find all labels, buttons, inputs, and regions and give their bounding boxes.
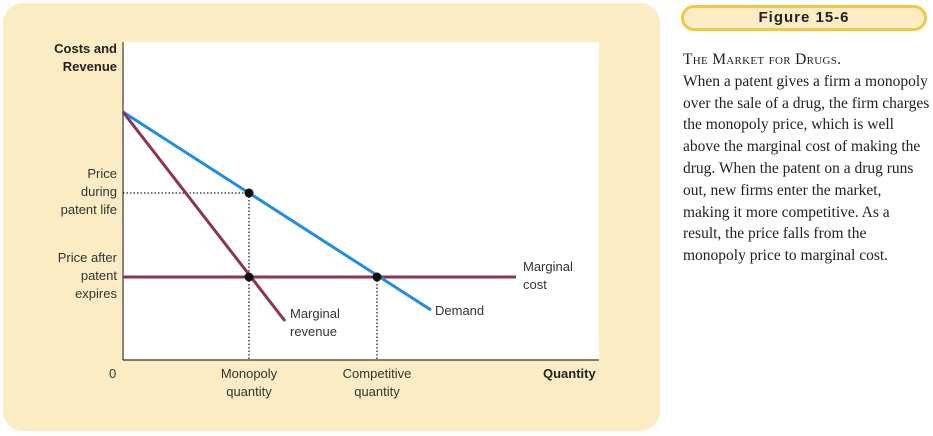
caption-heading: The Market for Drugs. [683, 51, 842, 68]
mr-mc-intersection-point [244, 272, 254, 282]
price-after-patent-line2: patent [80, 268, 117, 283]
competitive-quantity-line1: Competitive [342, 366, 412, 381]
price-during-patent-line1: Price [87, 166, 117, 181]
marginal-revenue-curve [121, 111, 287, 322]
price-after-patent-line3: expires [75, 286, 117, 301]
price-during-patent-line2: during [80, 184, 117, 199]
origin-label: 0 [109, 366, 117, 381]
demand-curve [122, 110, 432, 312]
marginal-revenue-line1: Marginal [290, 306, 340, 321]
marginal-cost-label: Marginal cost [523, 258, 573, 294]
marginal-cost-line1: Marginal [523, 259, 573, 274]
price-after-patent-label: Price after patent expires [20, 249, 117, 303]
competitive-quantity-label: Competitive quantity [322, 365, 432, 401]
marginal-revenue-label: Marginal revenue [290, 305, 340, 341]
figure-title: Figure 15-6 [758, 9, 850, 26]
competitive-quantity-line2: quantity [354, 384, 400, 399]
y-axis-label-line2: Revenue [62, 59, 117, 74]
y-axis-label: Costs and Revenue [20, 40, 117, 76]
y-axis-label-line1: Costs and [54, 41, 117, 56]
marginal-revenue-line2: revenue [290, 324, 337, 339]
monopoly-point [244, 188, 254, 198]
marginal-cost-line2: cost [523, 277, 547, 292]
caption-body: When a patent gives a firm a monopoly ov… [683, 72, 930, 265]
figure-title-box: Figure 15-6 [681, 5, 927, 31]
price-during-patent-line3: patent life [60, 202, 117, 217]
price-during-patent-label: Price during patent life [20, 165, 117, 219]
plot-area [122, 42, 599, 360]
monopoly-quantity-line2: quantity [226, 384, 272, 399]
monopoly-quantity-line1: Monopoly [220, 366, 278, 381]
competitive-point [372, 272, 382, 282]
price-after-patent-line1: Price after [57, 250, 117, 265]
monopoly-quantity-label: Monopoly quantity [199, 365, 299, 401]
x-axis-label: Quantity [543, 366, 596, 381]
demand-label: Demand [435, 303, 485, 318]
figure-caption: The Market for Drugs. When a patent gives… [683, 49, 931, 267]
